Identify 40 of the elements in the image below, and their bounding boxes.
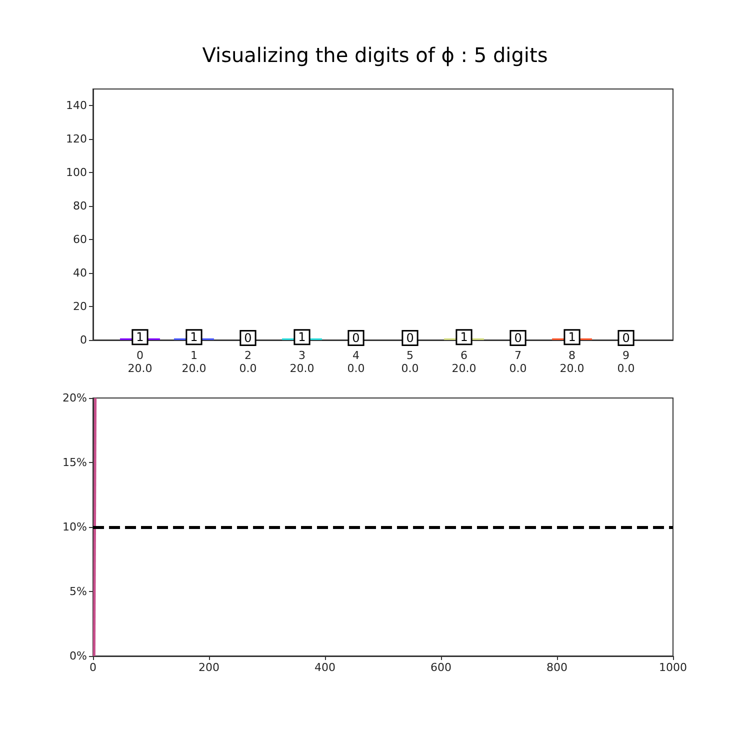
x-tick-label: 5 0.0 [401, 349, 419, 375]
x-tick-label: 400 [314, 661, 336, 674]
x-tick-label: 1000 [659, 661, 687, 674]
y-tick-label: 15% [62, 456, 87, 469]
y-tick-label: 0% [70, 650, 87, 662]
y-tick-label: 20 [73, 300, 87, 314]
x-tick-label: 1 20.0 [182, 349, 206, 375]
y-tick-label: 140 [66, 99, 87, 112]
x-tick-label: 2 0.0 [239, 349, 257, 375]
y-tick-label: 60 [73, 233, 87, 246]
x-tick-label: 7 0.0 [509, 349, 527, 375]
y-tick-label: 100 [66, 166, 87, 180]
x-tick-label: 9 0.0 [617, 349, 635, 375]
x-tick-label: 6 20.0 [452, 349, 476, 375]
data-label: 0 [514, 331, 522, 345]
data-label: 1 [298, 330, 306, 344]
y-tick-label: 5% [70, 585, 87, 598]
x-tick-label: 3 20.0 [290, 349, 314, 375]
x-tick-label: 0 [90, 661, 96, 674]
x-tick-label: 200 [198, 661, 220, 674]
data-label: 1 [460, 330, 468, 344]
x-tick-label: 0 20.0 [128, 349, 152, 375]
chart-title: Visualizing the digits of ϕ : 5 digits [202, 43, 548, 67]
x-tick-label: 800 [546, 661, 568, 674]
y-tick-label: 40 [73, 266, 87, 280]
y-tick-label: 20% [62, 392, 87, 404]
y-tick-label: 120 [66, 132, 87, 146]
data-label: 0 [352, 331, 360, 345]
data-label: 0 [622, 331, 630, 345]
y-tick-label: 80 [73, 200, 87, 213]
x-tick-label: 8 20.0 [560, 349, 584, 375]
y-tick-label: 10% [62, 520, 87, 534]
x-tick-label: 4 0.0 [347, 349, 365, 375]
data-label: 0 [406, 331, 414, 345]
data-label: 1 [190, 330, 198, 344]
y-tick-label: 0 [80, 334, 87, 346]
data-label: 0 [244, 331, 252, 345]
x-tick-label: 600 [430, 661, 452, 674]
data-label: 1 [568, 330, 576, 344]
data-label: 1 [136, 330, 144, 344]
